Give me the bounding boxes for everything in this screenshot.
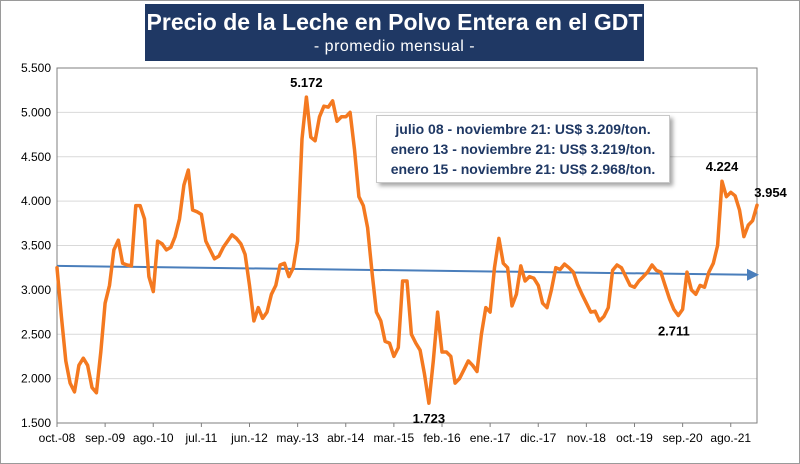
series-line [55,95,759,405]
data-label: 4.224 [706,159,739,174]
x-tick-label: sep.-20 [663,431,703,445]
y-tick-label: 5.000 [21,105,51,119]
data-labels: 5.172 1.723 4.224 2.711 3.954 [290,75,787,426]
x-tick-label: abr.-14 [327,431,365,445]
data-label: 3.954 [754,185,787,200]
y-tick-label: 2.000 [21,372,51,386]
y-tick-label: 2.500 [21,327,51,341]
x-tick-label: nov.-18 [567,431,606,445]
x-tick-label: sep.-09 [85,431,125,445]
series-group [55,95,759,405]
x-tick-label: ago.-10 [133,431,174,445]
title-banner: Precio de la Leche en Polvo Entera en el… [145,4,644,61]
x-tick-label: jun.-12 [230,431,268,445]
y-tick-label: 5.500 [21,61,51,75]
x-tick-label: oct.-08 [39,431,76,445]
y-tick-label: 4.000 [21,194,51,208]
note-line-3: enero 15 - noviembre 21: US$ 2.968/ton. [390,161,656,177]
x-tick-label: ene.-17 [470,431,511,445]
x-tick-label: may.-13 [276,431,319,445]
trend-line-group [56,264,759,281]
x-tick-label: mar.-15 [374,431,415,445]
plot-area-border [56,67,758,424]
average-price-note: julio 08 - noviembre 21: US$ 3.209/ton. … [376,115,670,183]
note-line-2: enero 13 - noviembre 21: US$ 3.219/ton. [390,141,656,157]
chart-subtitle: - promedio mensual - [313,38,476,55]
x-tick-label: jul.-11 [184,431,217,445]
x-tick-label: dic.-17 [520,431,556,445]
y-tick-label: 1.500 [21,416,51,430]
x-tick-label: oct.-19 [616,431,653,445]
data-label: 1.723 [413,411,446,426]
x-tick-labels: oct.-08 sep.-09 ago.-10 jul.-11 jun.-12 may.-… [39,431,752,445]
trend-arrow-head [747,268,759,281]
data-label: 5.172 [290,75,323,90]
y-tick-label: 4.500 [21,150,51,164]
y-tick-label: 3.000 [21,283,51,297]
axes [56,67,758,427]
x-tick-label: feb.-16 [423,431,461,445]
note-line-1: julio 08 - noviembre 21: US$ 3.209/ton. [395,121,651,137]
data-label: 2.711 [658,324,690,339]
trend-line [56,264,752,276]
y-tick-label: 3.500 [21,239,51,253]
y-tick-labels: 1.500 2.000 2.500 3.000 3.500 4.000 4.500 5.000… [21,61,51,430]
x-tick-label: ago.-21 [710,431,751,445]
chart-title: Precio de la Leche en Polvo Entera en el… [146,9,643,35]
